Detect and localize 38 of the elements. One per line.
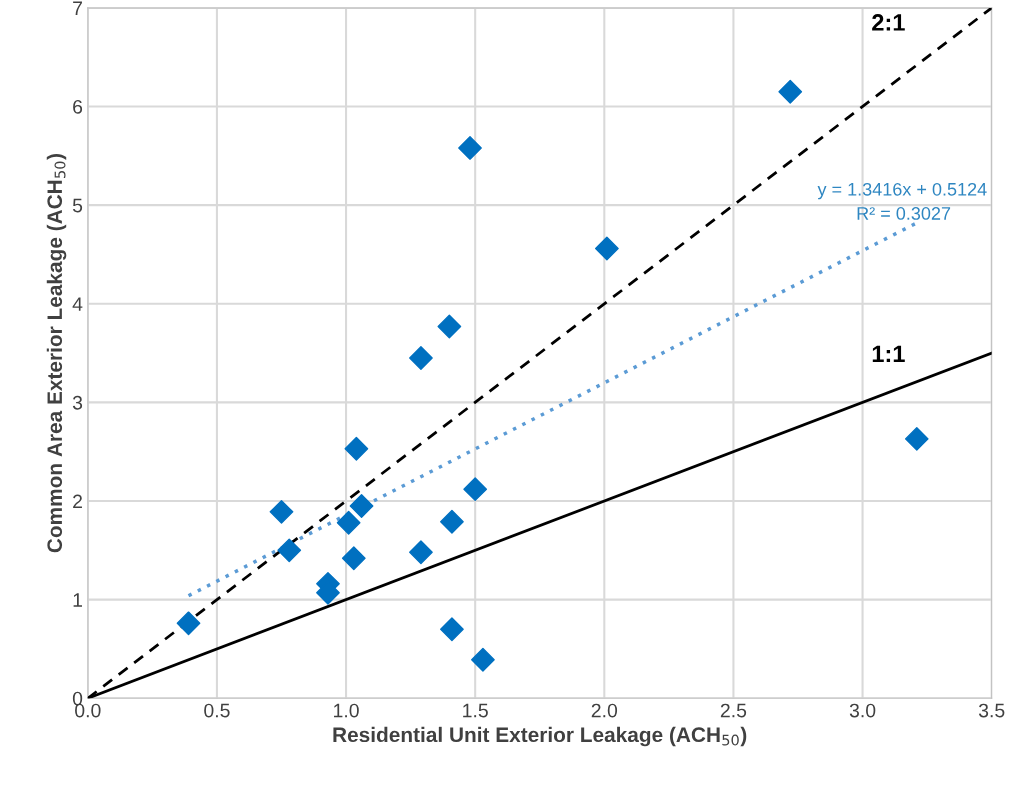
x-tick-label: 2.5 <box>720 703 747 718</box>
y-tick-label: 1 <box>73 593 82 607</box>
point <box>463 477 488 502</box>
x-tick-label: 3.5 <box>978 703 1005 718</box>
x-tick-label: 1.5 <box>463 703 488 718</box>
x-tick-label: 1.0 <box>334 703 359 718</box>
point <box>409 346 433 370</box>
y-tick-label: 3 <box>72 395 83 410</box>
point <box>176 611 201 636</box>
series-label: 1:1 <box>872 345 905 362</box>
point <box>437 314 462 339</box>
x-tick-label: 3.0 <box>849 703 876 718</box>
point <box>409 540 433 565</box>
point <box>277 538 302 563</box>
point <box>440 509 464 534</box>
annotation: y = 1.3416x + 0.5124 <box>817 182 987 200</box>
point <box>349 494 374 518</box>
point <box>440 617 464 642</box>
point <box>341 546 366 571</box>
y-tick-label: 6 <box>73 99 83 114</box>
y-tick-label: 7 <box>73 1 82 15</box>
x-tick-label: 0.5 <box>204 703 230 718</box>
point <box>344 436 369 461</box>
x-tick-label: 2.0 <box>591 703 618 718</box>
point <box>471 647 495 672</box>
series-label: 2:1 <box>872 14 905 31</box>
point <box>904 426 929 451</box>
y-axis-title: Common Area Exterior Leakage (ACH$_{50}$) <box>46 154 67 553</box>
x-axis-title: Residential Unit Exterior Leakage (ACH$_{50}$) <box>333 726 747 747</box>
y-tick-label: 4 <box>72 297 83 311</box>
point <box>594 236 619 261</box>
point <box>458 136 482 160</box>
point <box>778 79 803 104</box>
point <box>269 499 294 524</box>
annotation: R² = 0.3027 <box>857 207 951 220</box>
point <box>336 510 361 535</box>
y-tick-label: 2 <box>73 494 82 509</box>
y-tick-label: 5 <box>72 198 83 213</box>
